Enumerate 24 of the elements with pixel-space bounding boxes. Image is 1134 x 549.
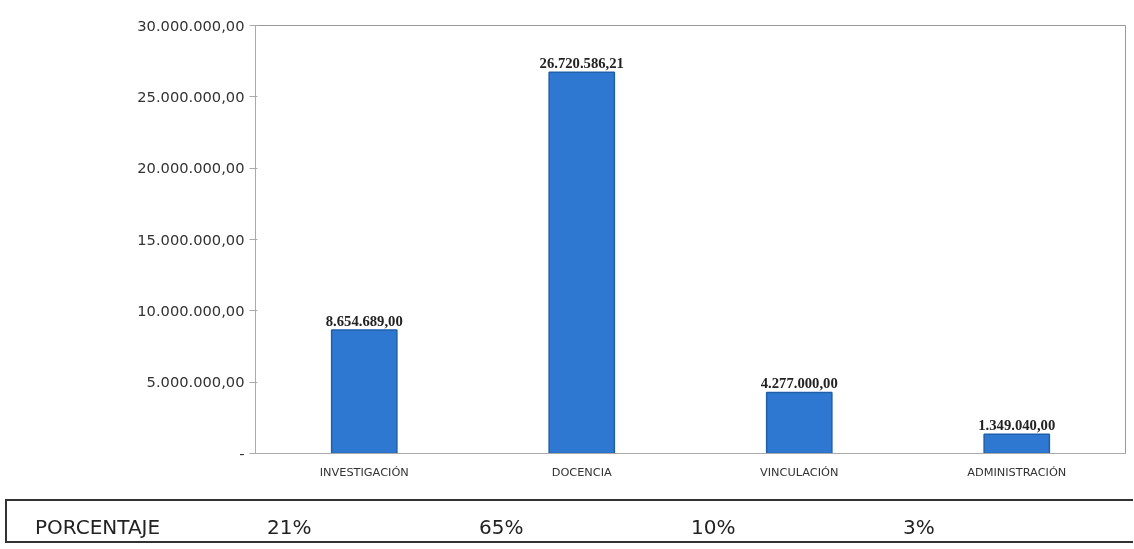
y-tick-label: 15.000.000,00	[137, 230, 245, 248]
x-tick-label: INVESTIGACIÓN	[319, 464, 409, 479]
y-tick-label: -	[239, 444, 245, 462]
x-tick-label: DOCENCIA	[551, 464, 613, 479]
y-tick-label: 5.000.000,00	[146, 373, 245, 391]
text: 3%	[903, 514, 935, 541]
data-label: 26.720.586,21	[539, 55, 624, 72]
x-tick-label: VINCULACIÓN	[759, 464, 839, 479]
text: 65%	[479, 514, 524, 541]
y-tick-label: 10.000.000,00	[137, 301, 245, 319]
bar	[548, 71, 616, 454]
x-tick-label: ADMINISTRACIÓN	[967, 464, 1067, 479]
data-label: 4.277.000,00	[760, 375, 838, 392]
y-tick-label: 30.000.000,00	[137, 16, 245, 34]
text: 10%	[691, 514, 736, 541]
data-label: 1.349.040,00	[978, 417, 1056, 434]
bar	[983, 433, 1051, 454]
bar	[330, 329, 398, 454]
text: PORCENTAJE	[35, 514, 161, 541]
bar	[765, 391, 833, 454]
y-tick-label: 20.000.000,00	[137, 159, 245, 177]
data-label: 8.654.689,00	[325, 313, 403, 330]
y-tick-label: 25.000.000,00	[137, 87, 245, 105]
text: 21%	[267, 514, 312, 541]
